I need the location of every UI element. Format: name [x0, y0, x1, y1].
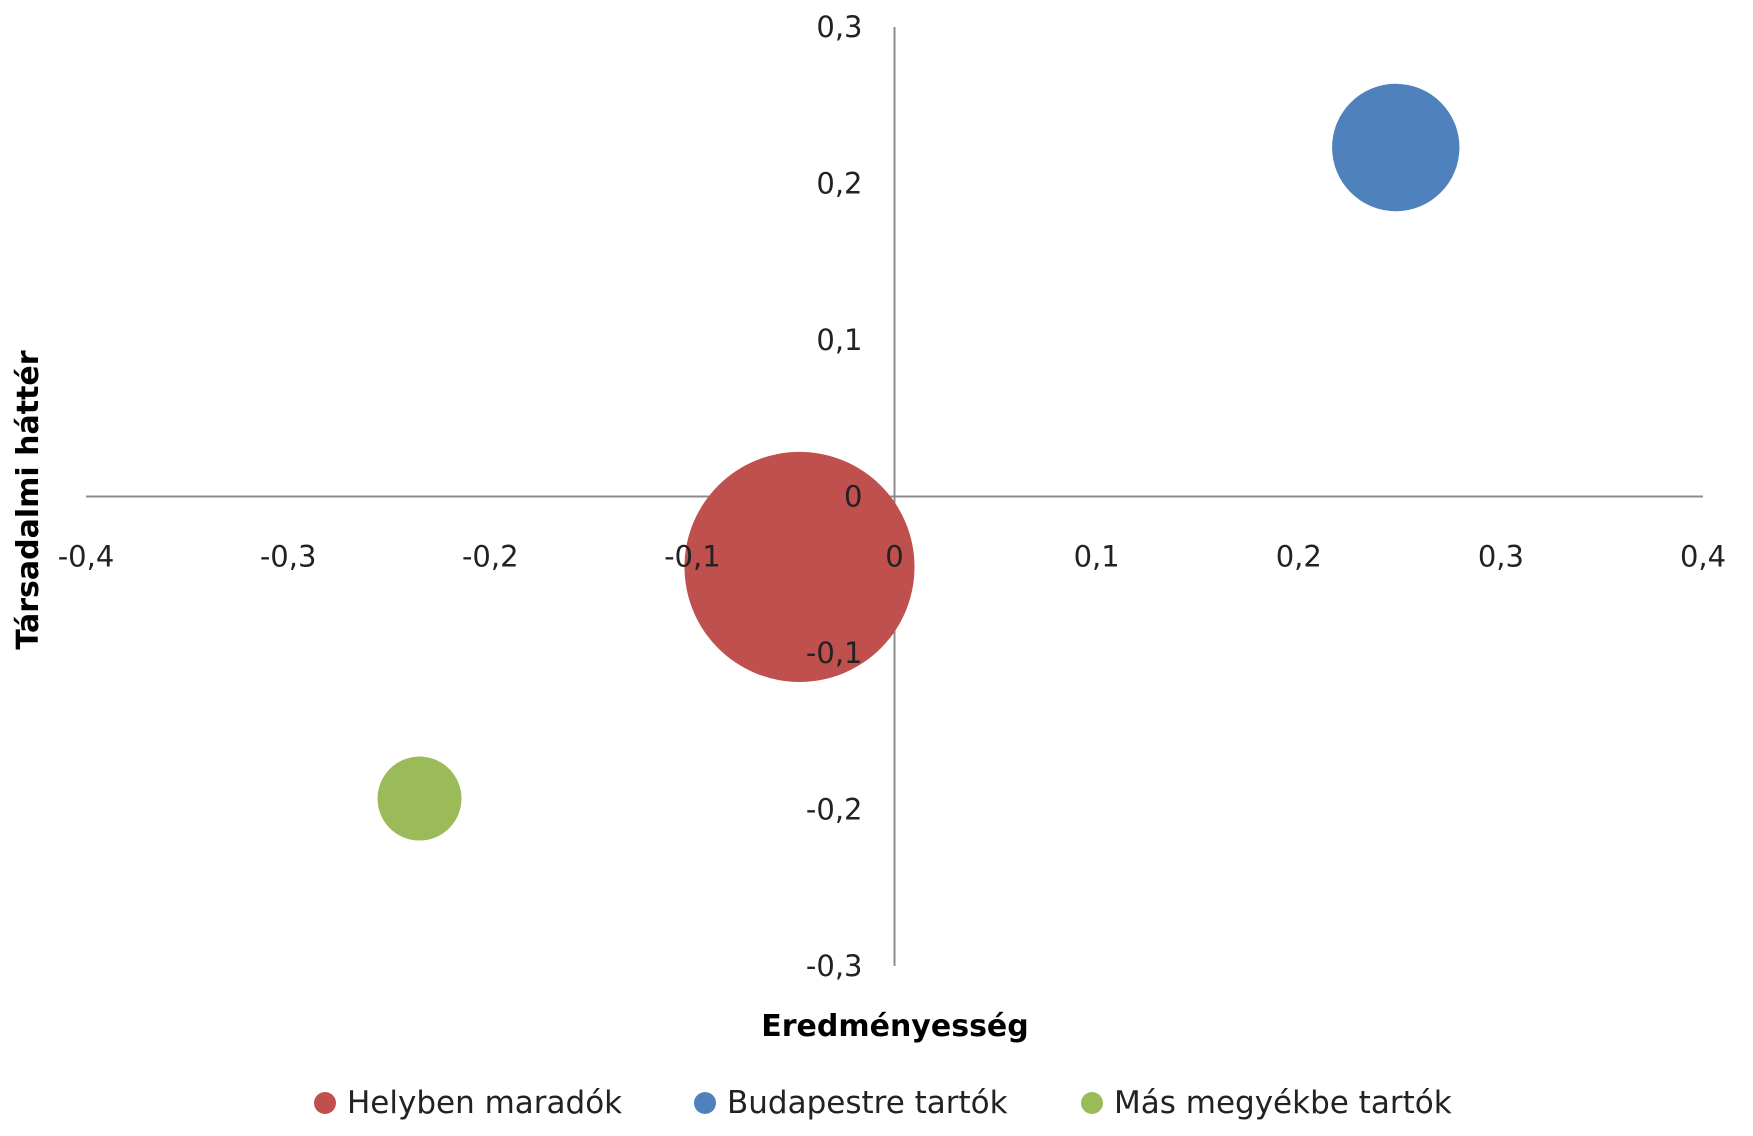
bubble-series-1-point-0 [1332, 83, 1460, 212]
axes-layer [86, 27, 1703, 966]
bubble-layer [377, 83, 1460, 841]
y-tick-label-6: 0,3 [816, 10, 862, 44]
legend-label-1: Budapestre tartók [727, 1085, 1008, 1121]
x-tick-label-5: 0,1 [1074, 540, 1120, 574]
tick-layer: -0,4 -0,3 -0,2 -0,1 0 0,1 0,2 0,3 0,4 -0,3 -0,2 -0,… [58, 10, 1726, 983]
x-tick-label-2: -0,2 [462, 540, 519, 574]
y-tick-label-5: 0,2 [816, 167, 862, 201]
legend-marker-0 [314, 1092, 336, 1114]
x-tick-label-0: -0,4 [58, 540, 115, 574]
y-tick-label-2: -0,1 [806, 636, 863, 670]
x-tick-label-7: 0,3 [1478, 540, 1524, 574]
legend-marker-2 [1081, 1092, 1103, 1114]
x-tick-label-3: -0,1 [664, 540, 721, 574]
x-tick-label-1: -0,3 [260, 540, 317, 574]
y-tick-label-3: 0 [844, 480, 862, 514]
legend-label-2: Más megyékbe tartók [1114, 1085, 1452, 1121]
legend-label-0: Helyben maradók [347, 1085, 622, 1121]
x-tick-label-8: 0,4 [1680, 540, 1726, 574]
x-tick-label-4: 0 [885, 540, 903, 574]
y-tick-label-1: -0,2 [806, 793, 863, 827]
x-axis-title: Eredményesség [761, 1009, 1029, 1044]
y-axis-title: Társadalmi háttér [11, 350, 46, 649]
legend-marker-1 [694, 1092, 716, 1114]
y-tick-label-4: 0,1 [816, 323, 862, 357]
x-tick-label-6: 0,2 [1276, 540, 1322, 574]
bubble-series-2-point-0 [377, 756, 462, 841]
y-tick-label-0: -0,3 [806, 949, 863, 983]
legend: Helyben maradók Budapestre tartók Más megy… [314, 1085, 1452, 1121]
bubble-series-0-point-0 [684, 451, 915, 682]
